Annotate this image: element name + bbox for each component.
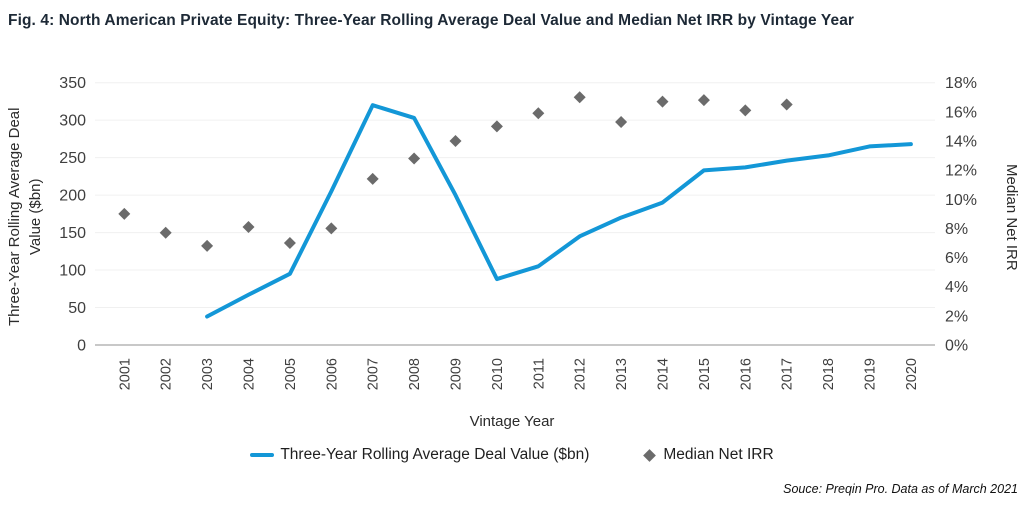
irr-diamond: [201, 239, 214, 252]
irr-diamond: [449, 134, 462, 147]
left-axis-tick-label: 50: [68, 300, 86, 317]
right-axis-tick-label: 0%: [945, 338, 968, 355]
line-series-swatch-icon: [250, 453, 275, 457]
irr-diamond: [697, 94, 710, 107]
irr-diamond: [325, 222, 338, 235]
x-tick-label: 2016: [738, 358, 754, 390]
irr-diamond: [408, 152, 421, 165]
x-tick-label: 2012: [573, 358, 589, 390]
source-note: Souce: Preqin Pro. Data as of March 2021: [783, 482, 1018, 496]
left-axis-tick-label: 200: [59, 188, 86, 205]
chart-canvas: 0 50 100 150 200 250 300 350 0% 2% 4% 6% 8% 10% 12% 14%…: [59, 75, 977, 390]
right-axis-tick-label: 16%: [945, 104, 977, 121]
left-axis-tick-label: 0: [77, 338, 86, 355]
x-tick-label: 2010: [490, 358, 506, 390]
x-tick-label: 2020: [904, 358, 920, 390]
right-axis-tick-label: 4%: [945, 279, 968, 296]
x-axis-title: Vintage Year: [469, 413, 555, 430]
right-axis-title: Median Net IRR: [1003, 163, 1020, 271]
x-tick-label: 2006: [324, 358, 340, 390]
x-tick-label: 2007: [366, 358, 382, 390]
x-tick-label: 2004: [242, 358, 258, 390]
right-axis-tick-label: 18%: [945, 75, 977, 92]
left-axis-tick-label: 350: [59, 75, 86, 92]
x-tick-label: 2011: [531, 358, 547, 389]
x-tick-label: 2003: [200, 358, 216, 390]
irr-diamond: [615, 116, 628, 129]
irr-diamond: [739, 104, 752, 117]
legend-label-median-net-irr: Median Net IRR: [663, 446, 774, 463]
x-tick-label: 2001: [117, 358, 133, 390]
right-axis-tick-label: 8%: [945, 221, 968, 238]
irr-diamond: [780, 98, 793, 111]
right-axis-tick-label: 10%: [945, 192, 977, 209]
right-axis-tick-label: 6%: [945, 250, 968, 267]
x-tick-label: 2017: [780, 358, 796, 390]
chart-legend: Three-Year Rolling Average Deal Value ($…: [0, 446, 1024, 464]
right-axis-tick-label: 2%: [945, 308, 968, 325]
irr-diamond: [242, 220, 255, 233]
x-tick-label: 2009: [449, 358, 465, 390]
x-tick-label: 2014: [656, 358, 672, 390]
irr-diamond: [159, 226, 172, 239]
right-axis-tick-label: 14%: [945, 133, 977, 150]
left-axis-tick-label: 300: [59, 113, 86, 130]
x-tick-label: 2013: [614, 358, 630, 390]
left-axis-tick-label: 250: [59, 150, 86, 167]
legend-item-median-net-irr: Median Net IRR: [643, 446, 774, 464]
left-axis-tick-label: 150: [59, 225, 86, 242]
legend-item-deal-value: Three-Year Rolling Average Deal Value ($…: [250, 446, 589, 464]
irr-diamond: [118, 207, 131, 220]
x-tick-label: 2019: [863, 358, 879, 390]
irr-diamond: [532, 107, 545, 120]
right-axis-tick-label: 12%: [945, 163, 977, 180]
figure-title: Fig. 4: North American Private Equity: T…: [8, 12, 855, 29]
irr-diamond: [366, 172, 379, 185]
x-tick-label: 2005: [283, 358, 299, 390]
deal-value-line: [205, 103, 913, 319]
diamond-marker-icon: [643, 448, 657, 462]
irr-diamond: [656, 95, 669, 108]
left-axis-tick-label: 100: [59, 263, 86, 280]
irr-diamond: [283, 236, 296, 249]
legend-label-deal-value: Three-Year Rolling Average Deal Value ($…: [280, 446, 590, 463]
irr-diamond: [490, 120, 503, 133]
x-tick-label: 2008: [407, 358, 423, 390]
x-tick-label: 2015: [697, 358, 713, 390]
irr-diamond: [573, 91, 586, 104]
x-tick-label: 2018: [821, 358, 837, 390]
x-tick-label: 2002: [159, 358, 175, 390]
